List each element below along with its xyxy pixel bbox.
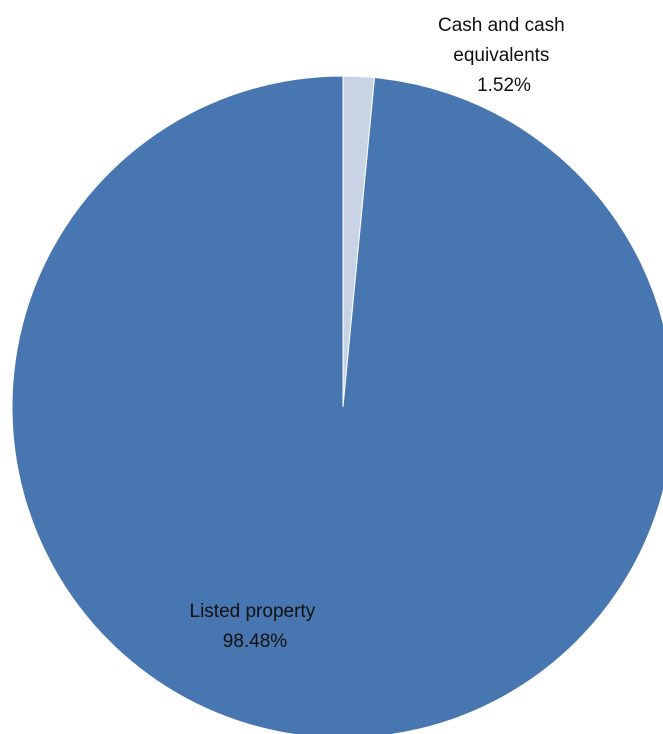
slice-label-cash-line-1: Cash and cash <box>438 15 565 36</box>
pie-slices <box>12 76 663 734</box>
slice-label-cash: Cash and cash equivalents 1.52% <box>438 15 570 96</box>
slice-label-listed-property-line-1: Listed property <box>190 601 316 622</box>
slice-value-listed-property: 98.48% <box>223 631 288 652</box>
pie-slice-listed-property <box>12 76 663 734</box>
slice-value-cash: 1.52% <box>477 75 531 96</box>
slice-label-cash-line-2: equivalents <box>453 45 549 66</box>
